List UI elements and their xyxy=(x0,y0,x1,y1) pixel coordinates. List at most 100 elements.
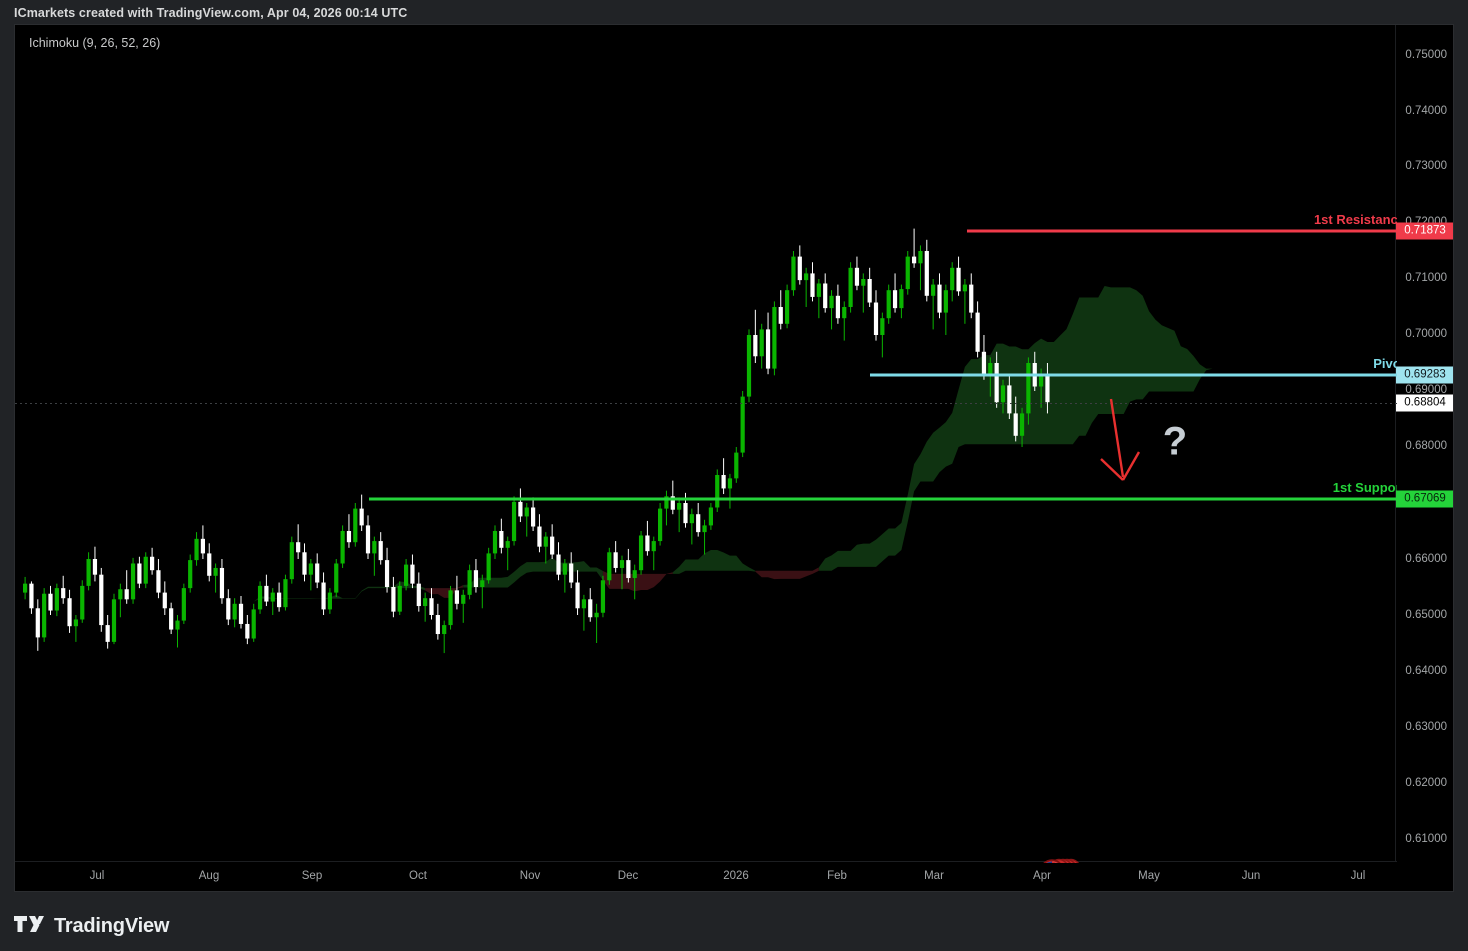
candle-body xyxy=(264,585,269,602)
candle-body xyxy=(480,580,485,587)
us-flag-event-icon[interactable] xyxy=(1037,858,1085,863)
candle-body xyxy=(626,560,631,579)
price-tick: 0.75000 xyxy=(1405,49,1447,61)
candle-body xyxy=(708,507,713,526)
candle-body xyxy=(162,592,167,609)
candle-body xyxy=(569,563,574,583)
resistance-level-line[interactable] xyxy=(967,229,1397,233)
time-tick: Jun xyxy=(1241,870,1261,882)
candle-body xyxy=(143,556,148,584)
candle-body xyxy=(581,599,586,609)
candle-body xyxy=(334,563,339,593)
candle-body xyxy=(505,541,510,548)
candle-body xyxy=(740,396,745,453)
candle-body xyxy=(715,475,720,508)
candle-body xyxy=(200,538,205,554)
candle-body xyxy=(619,560,625,568)
candle-body xyxy=(804,273,809,281)
candle-body xyxy=(365,525,371,554)
cloud-bearish-band xyxy=(602,571,673,592)
candle-body xyxy=(448,590,453,626)
candle-body xyxy=(638,535,644,571)
support-level-label: 1st Support xyxy=(1332,480,1397,495)
candle-body xyxy=(346,531,352,543)
pivot-level-line[interactable] xyxy=(870,373,1397,377)
cloud-bearish-band xyxy=(755,567,819,580)
candle-body xyxy=(156,570,161,593)
footer: TradingView xyxy=(14,914,169,939)
candle-body xyxy=(511,501,517,542)
candle-body xyxy=(289,542,294,580)
candle-body xyxy=(1013,413,1018,436)
indicator-legend-ichimoku[interactable]: Ichimoku (9, 26, 52, 26) xyxy=(29,36,161,50)
candle-body xyxy=(924,251,929,296)
time-tick: Oct xyxy=(409,870,427,882)
candlestick-layer xyxy=(23,228,1050,654)
candle-body xyxy=(327,592,332,610)
candle-body xyxy=(689,514,694,524)
time-tick: May xyxy=(1138,870,1160,882)
candle-body xyxy=(302,552,307,575)
candle-body xyxy=(423,598,428,607)
candle-body xyxy=(442,625,447,635)
candle-body xyxy=(486,553,491,581)
price-tick: 0.64000 xyxy=(1405,665,1447,677)
candle-body xyxy=(29,583,34,609)
candle-body xyxy=(245,623,250,639)
down-arrow-icon xyxy=(1100,398,1141,481)
price-tick: 0.66000 xyxy=(1405,553,1447,565)
candle-body xyxy=(435,615,440,635)
candle-body xyxy=(359,508,364,526)
candle-body xyxy=(962,284,967,292)
resistance-level-label: 1st Resistance xyxy=(1313,212,1397,227)
candle-body xyxy=(207,553,212,576)
candle-body xyxy=(854,267,860,286)
time-tick: Mar xyxy=(924,870,944,882)
candle-body xyxy=(429,598,434,615)
candle-body xyxy=(169,608,174,630)
candle-body xyxy=(892,290,898,309)
candle-body xyxy=(111,599,117,642)
candle-body xyxy=(35,608,40,638)
candle-body xyxy=(937,284,942,313)
chart-plot-area[interactable]: Ichimoku (9, 26, 52, 26) 1st Resistance P… xyxy=(15,25,1397,863)
pivot-level-label: Pivot xyxy=(1373,356,1397,371)
candle-body xyxy=(54,588,59,611)
candle-body xyxy=(861,279,866,286)
candle-body xyxy=(238,603,244,624)
candle-body xyxy=(219,567,225,599)
candle-body xyxy=(118,589,123,600)
candle-body xyxy=(607,552,612,581)
candle-body xyxy=(277,592,282,608)
candle-body xyxy=(226,598,231,620)
time-tick: Aug xyxy=(198,870,220,882)
time-tick: Feb xyxy=(827,870,847,882)
candle-body xyxy=(410,564,415,584)
candle-body xyxy=(296,542,301,553)
time-scale[interactable]: Jul Aug Sep Oct Nov Dec 2026 Feb Mar Apr May Jun Jul xyxy=(15,861,1397,891)
candle-body xyxy=(175,620,180,630)
support-price-badge[interactable]: 0.67069 xyxy=(1396,490,1453,508)
resistance-price-badge[interactable]: 0.71873 xyxy=(1396,222,1453,240)
pivot-price-badge[interactable]: 0.69283 xyxy=(1396,366,1453,384)
candle-body xyxy=(886,290,891,319)
price-tick: 0.62000 xyxy=(1405,777,1447,789)
price-scale[interactable]: 0.750000.740000.730000.720000.710000.700… xyxy=(1388,25,1453,863)
price-tick: 0.68000 xyxy=(1405,440,1447,452)
price-series xyxy=(23,228,1213,654)
time-tick: 2026 xyxy=(723,870,749,882)
candle-body xyxy=(823,283,828,309)
candle-body xyxy=(194,538,199,561)
cloud-bullish-band xyxy=(463,557,603,588)
cloud-bullish-band xyxy=(672,550,756,574)
support-level-line[interactable] xyxy=(369,497,1397,501)
candle-body xyxy=(658,508,663,542)
candle-body xyxy=(188,560,193,589)
candle-body xyxy=(378,541,383,561)
candle-body xyxy=(918,251,923,264)
candle-body xyxy=(753,335,758,357)
last-price-badge[interactable]: 0.68804 xyxy=(1396,394,1453,412)
time-tick: Jul xyxy=(1350,870,1366,882)
candle-body xyxy=(956,267,961,292)
